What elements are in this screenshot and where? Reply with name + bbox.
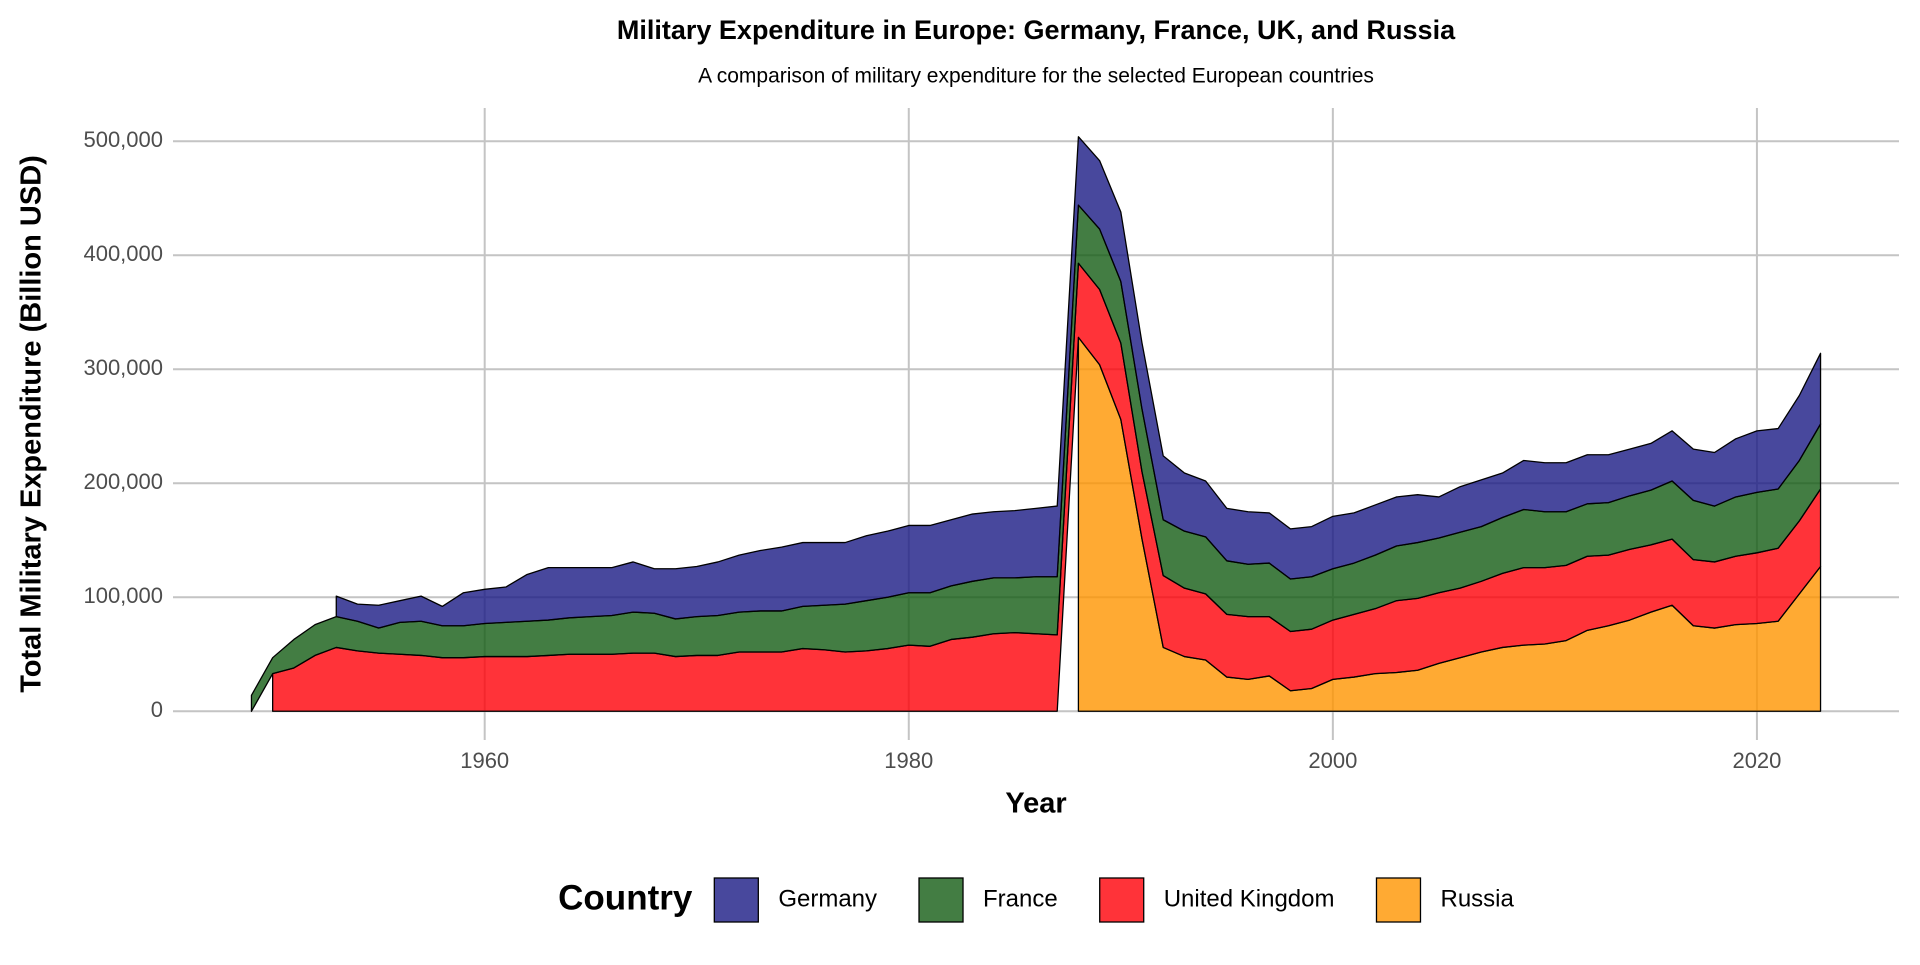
legend-key xyxy=(918,877,964,923)
x-tick-label: 2020 xyxy=(1732,748,1781,773)
legend-key xyxy=(713,877,759,923)
legend-title: Country xyxy=(558,878,693,917)
legend-label: France xyxy=(983,885,1058,912)
legend-label: United Kingdom xyxy=(1164,885,1335,912)
legend-label: Russia xyxy=(1440,885,1514,912)
y-tick-label: 0 xyxy=(151,697,163,722)
legend-key xyxy=(1099,877,1145,923)
y-tick-label: 400,000 xyxy=(83,241,163,266)
y-axis-title: Total Military Expenditure (Billion USD) xyxy=(16,155,48,693)
chart-subtitle: A comparison of military expenditure for… xyxy=(698,65,1374,88)
x-axis-title: Year xyxy=(1005,788,1066,820)
x-tick-label: 1960 xyxy=(460,748,509,773)
x-tick-label: 1980 xyxy=(884,748,933,773)
grid: 0 100,000 200,000 300,000 400,000 500,000 1960… xyxy=(83,108,1899,773)
area xyxy=(335,136,1822,629)
y-tick-label: 500,000 xyxy=(83,127,163,152)
x-tick-label: 2000 xyxy=(1308,748,1357,773)
y-tick-label: 200,000 xyxy=(83,469,163,494)
chart-title: Military Expenditure in Europe: Germany,… xyxy=(617,15,1456,45)
y-tick-label: 100,000 xyxy=(83,583,163,608)
legend-label: Germany xyxy=(778,885,877,912)
legend-key xyxy=(1375,877,1422,923)
y-tick-label: 300,000 xyxy=(83,355,163,380)
legend: Country Germany France United Kingdom Russia xyxy=(558,877,1514,923)
plot-area xyxy=(250,136,1822,712)
